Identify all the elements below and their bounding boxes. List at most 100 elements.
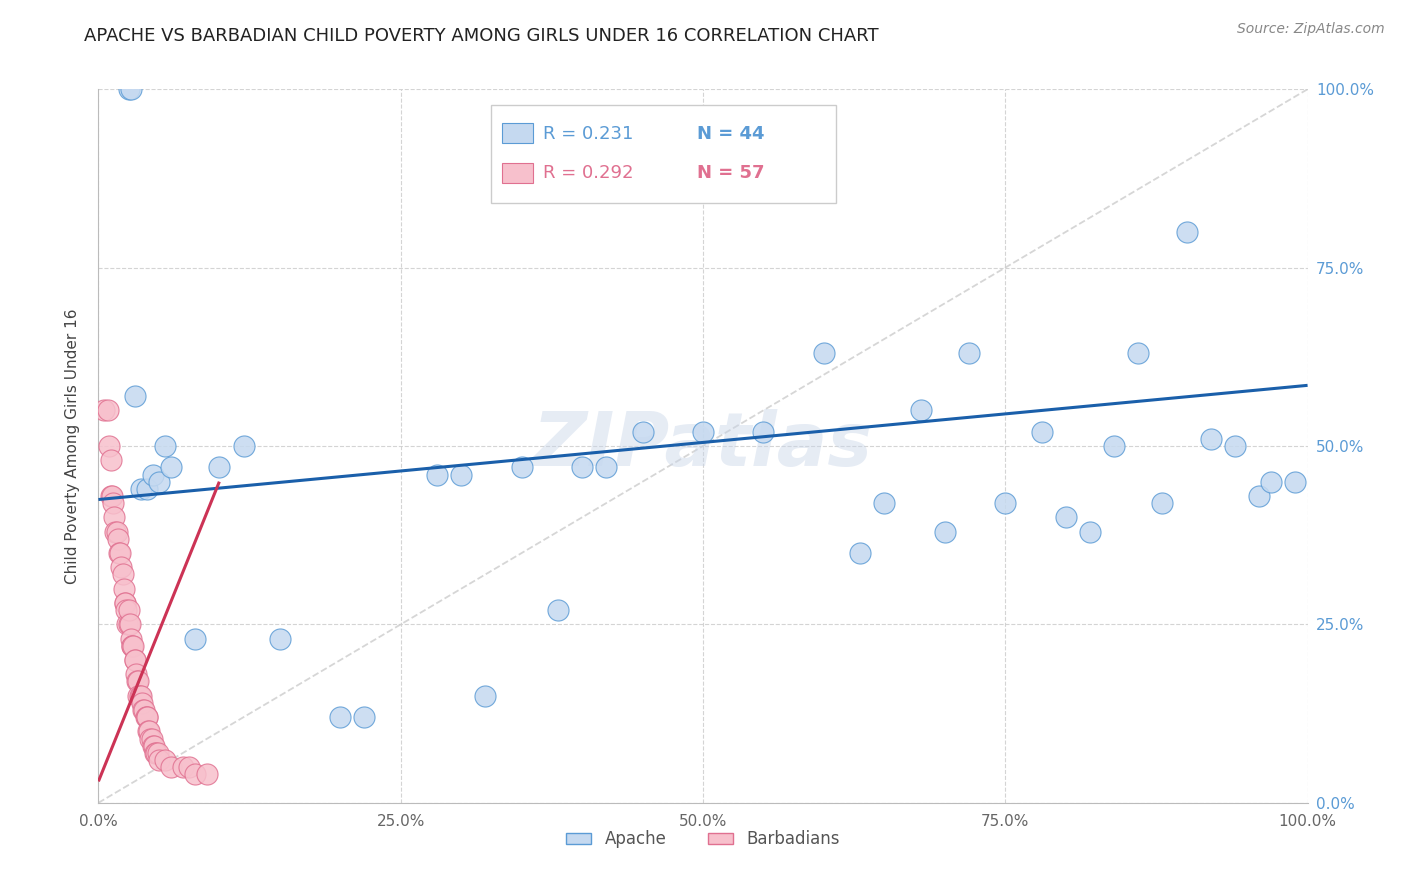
- Point: [934, 524, 956, 539]
- Point: [107, 532, 129, 546]
- Point: [269, 632, 291, 646]
- Text: APACHE VS BARBADIAN CHILD POVERTY AMONG GIRLS UNDER 16 CORRELATION CHART: APACHE VS BARBADIAN CHILD POVERTY AMONG …: [84, 27, 879, 45]
- Bar: [502, 123, 533, 144]
- Point: [115, 603, 138, 617]
- Point: [104, 524, 127, 539]
- Point: [474, 689, 496, 703]
- Point: [142, 739, 165, 753]
- Point: [172, 760, 194, 774]
- Point: [153, 439, 176, 453]
- Point: [849, 546, 872, 560]
- Point: [1284, 475, 1306, 489]
- Point: [510, 460, 533, 475]
- Point: [118, 603, 141, 617]
- Point: [124, 653, 146, 667]
- Point: [1128, 346, 1150, 360]
- Point: [813, 346, 835, 360]
- Point: [110, 560, 132, 574]
- Point: [142, 467, 165, 482]
- Point: [136, 724, 159, 739]
- Point: [132, 703, 155, 717]
- Point: [873, 496, 896, 510]
- Point: [329, 710, 352, 724]
- Text: R = 0.231: R = 0.231: [543, 125, 634, 143]
- Point: [426, 467, 449, 482]
- Point: [179, 760, 201, 774]
- Point: [128, 689, 150, 703]
- Point: [118, 82, 141, 96]
- Point: [631, 425, 654, 439]
- Legend: Apache, Barbadians: Apache, Barbadians: [560, 824, 846, 855]
- Point: [135, 710, 157, 724]
- Point: [135, 710, 157, 724]
- Point: [118, 617, 141, 632]
- Point: [103, 510, 125, 524]
- Point: [101, 496, 124, 510]
- Point: [1054, 510, 1077, 524]
- Point: [100, 453, 122, 467]
- Point: [957, 346, 980, 360]
- Point: [121, 639, 143, 653]
- Point: [450, 467, 472, 482]
- Point: [148, 753, 170, 767]
- Text: N = 57: N = 57: [697, 164, 765, 182]
- Point: [1260, 475, 1282, 489]
- Point: [910, 403, 932, 417]
- Point: [127, 689, 149, 703]
- Point: [571, 460, 593, 475]
- Point: [148, 475, 170, 489]
- Point: [153, 753, 176, 767]
- Point: [122, 639, 145, 653]
- Point: [145, 746, 167, 760]
- Point: [184, 767, 207, 781]
- Point: [138, 724, 160, 739]
- FancyBboxPatch shape: [492, 105, 837, 203]
- Point: [108, 546, 131, 560]
- Point: [143, 746, 166, 760]
- Point: [692, 425, 714, 439]
- Point: [1102, 439, 1125, 453]
- Point: [93, 403, 115, 417]
- Point: [134, 703, 156, 717]
- Point: [208, 460, 231, 475]
- Point: [117, 617, 139, 632]
- Point: [127, 674, 149, 689]
- Point: [120, 82, 142, 96]
- Point: [131, 696, 153, 710]
- Point: [105, 524, 128, 539]
- Point: [98, 439, 121, 453]
- Point: [1223, 439, 1246, 453]
- Point: [124, 653, 146, 667]
- Point: [135, 482, 157, 496]
- Bar: [502, 162, 533, 183]
- Point: [100, 489, 122, 503]
- Text: Source: ZipAtlas.com: Source: ZipAtlas.com: [1237, 22, 1385, 37]
- Text: N = 44: N = 44: [697, 125, 765, 143]
- Point: [111, 567, 134, 582]
- Point: [595, 460, 617, 475]
- Point: [1199, 432, 1222, 446]
- Text: ZIPatlas: ZIPatlas: [533, 409, 873, 483]
- Point: [125, 667, 148, 681]
- Y-axis label: Child Poverty Among Girls Under 16: Child Poverty Among Girls Under 16: [65, 309, 80, 583]
- Point: [97, 403, 120, 417]
- Point: [143, 739, 166, 753]
- Point: [160, 760, 183, 774]
- Point: [353, 710, 375, 724]
- Point: [135, 710, 157, 724]
- Point: [139, 731, 162, 746]
- Point: [184, 632, 207, 646]
- Text: R = 0.292: R = 0.292: [543, 164, 634, 182]
- Point: [120, 632, 142, 646]
- Point: [195, 767, 218, 781]
- Point: [1175, 225, 1198, 239]
- Point: [1152, 496, 1174, 510]
- Point: [1249, 489, 1271, 503]
- Point: [547, 603, 569, 617]
- Point: [118, 617, 141, 632]
- Point: [129, 689, 152, 703]
- Point: [1031, 425, 1053, 439]
- Point: [112, 582, 135, 596]
- Point: [160, 460, 183, 475]
- Point: [127, 674, 149, 689]
